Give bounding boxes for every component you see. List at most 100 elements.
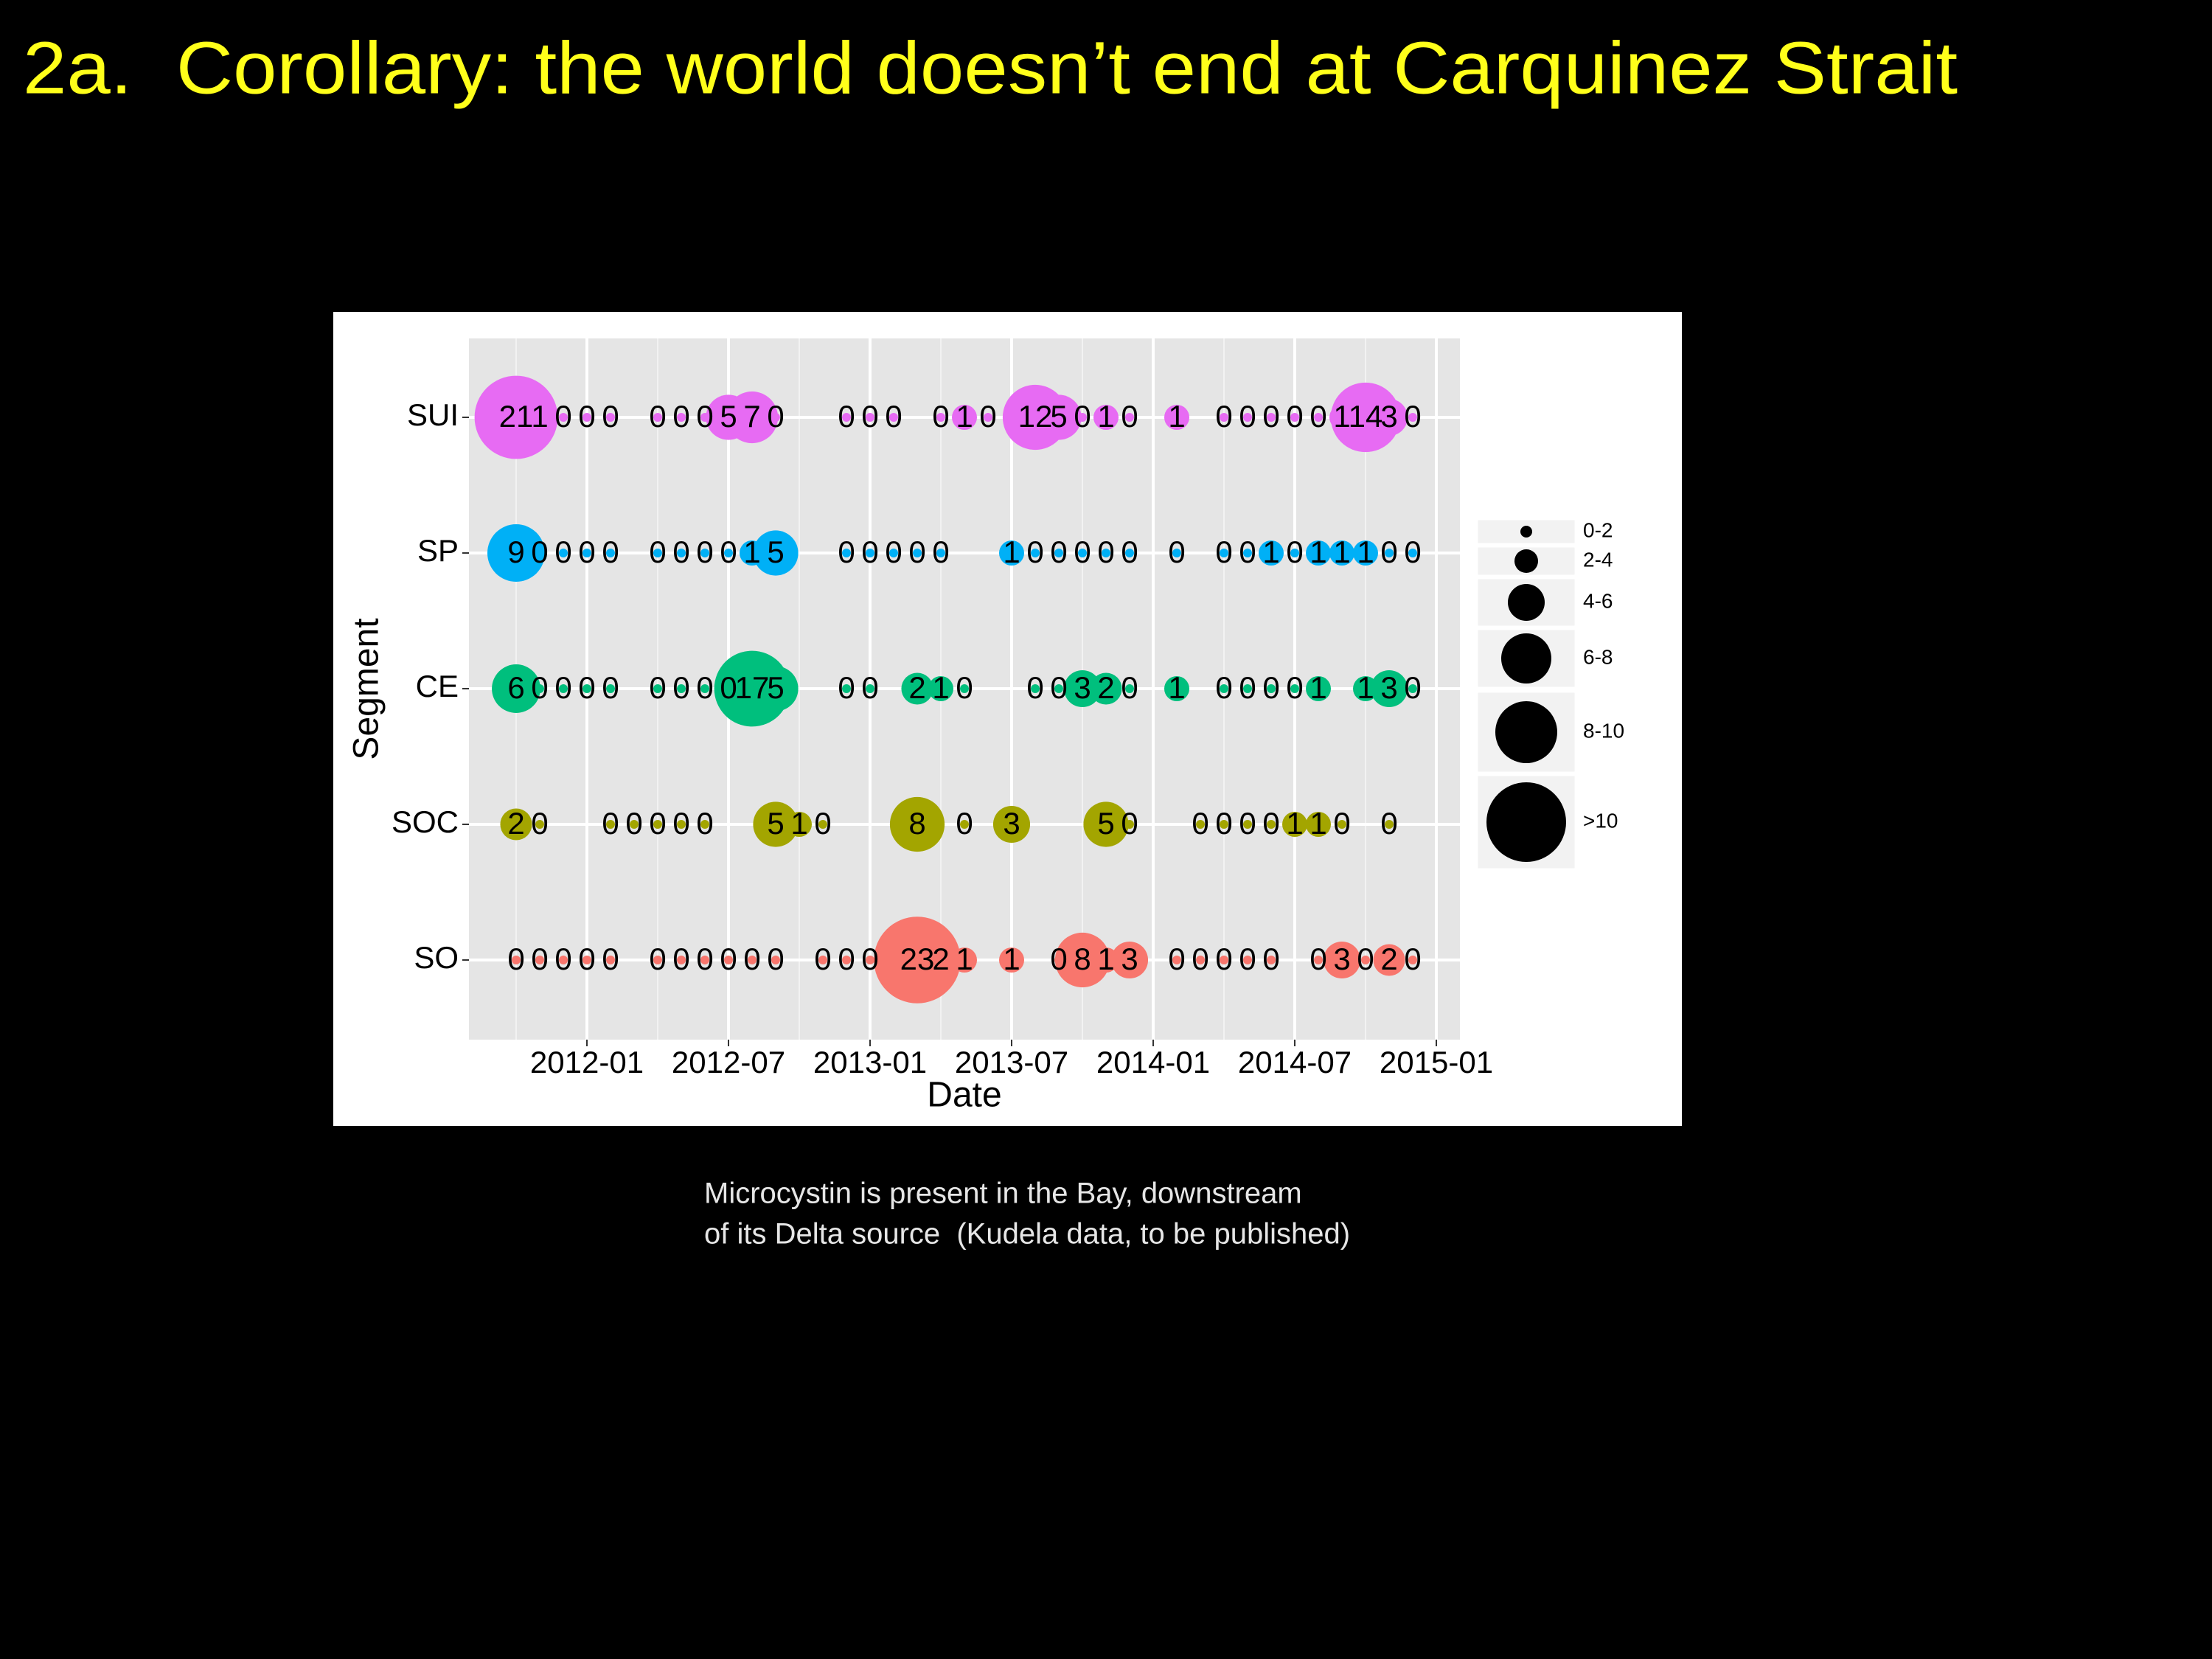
bubble [1408, 956, 1417, 964]
value-label: 0 [602, 399, 619, 434]
value-label: 0 [602, 806, 619, 841]
value-label: 0 [908, 535, 925, 569]
bubble [842, 413, 851, 422]
bubble [866, 684, 874, 693]
value-label: 0 [672, 535, 689, 569]
value-label: 0 [1026, 535, 1043, 569]
value-label: 0 [1121, 535, 1138, 569]
value-label: 0 [1404, 942, 1421, 976]
value-label: 0 [956, 806, 973, 841]
value-label: 0 [1121, 399, 1138, 434]
value-label: 0 [932, 535, 949, 569]
bubble [630, 820, 639, 829]
bubble [535, 549, 544, 557]
bubble [1054, 549, 1063, 557]
value-label: 0 [649, 942, 666, 976]
value-label: 0 [1239, 399, 1256, 434]
value-label: 8 [1074, 942, 1091, 976]
value-label: 0 [838, 399, 855, 434]
bubble [1078, 413, 1087, 422]
value-label: 1 [1357, 670, 1374, 705]
bubble [1083, 801, 1129, 847]
bubble [606, 820, 615, 829]
bubble [677, 549, 686, 557]
bubble [606, 413, 615, 422]
value-label: 0 [1026, 670, 1043, 705]
bubble [984, 413, 992, 422]
value-label: 0 [1380, 806, 1397, 841]
bubble [1259, 540, 1284, 566]
bubble [1054, 932, 1110, 988]
bubble [1267, 820, 1276, 829]
value-label: 0 [672, 399, 689, 434]
bubble [1353, 540, 1378, 566]
value-label: 0 [838, 670, 855, 705]
legend-symbol [1495, 701, 1557, 763]
bubble [999, 947, 1024, 973]
bubble [559, 956, 568, 964]
bubble [787, 812, 812, 837]
bubble [1306, 812, 1331, 837]
bubble [653, 820, 662, 829]
value-label: 0 [1074, 535, 1091, 569]
bubble [724, 956, 733, 964]
bubble [952, 947, 977, 973]
value-label: 0 [1404, 670, 1421, 705]
bubble [928, 676, 953, 701]
value-label: 1 [743, 535, 760, 569]
bubble [1306, 540, 1331, 566]
value-label: 0 [672, 942, 689, 976]
bubble [1220, 820, 1228, 829]
value-label: 5 [720, 399, 737, 434]
bubble [535, 956, 544, 964]
value-label: 1 [1310, 670, 1326, 705]
value-label: 0 [838, 942, 855, 976]
bubble [1267, 956, 1276, 964]
value-label: 1 [1310, 535, 1326, 569]
value-label: 1 [1286, 806, 1303, 841]
value-label: 0 [1074, 399, 1091, 434]
bubble [1408, 413, 1417, 422]
value-label: 0 [1050, 535, 1067, 569]
bubble [582, 684, 591, 693]
value-label: 0 [696, 670, 713, 705]
value-label: 0 [1310, 942, 1326, 976]
x-tick-label: 2012-07 [672, 1045, 785, 1079]
value-label: 0 [1404, 535, 1421, 569]
value-label: 0 [1121, 806, 1138, 841]
value-label: 2 [507, 806, 524, 841]
bubble [512, 956, 521, 964]
value-label: 0 [861, 535, 878, 569]
bubble [1282, 812, 1307, 837]
bubble [925, 944, 957, 976]
bubble [999, 540, 1024, 566]
x-axis-title: Date [927, 1076, 1001, 1115]
value-label: 0 [554, 670, 571, 705]
value-label: 2 [1380, 942, 1397, 976]
value-label: 0 [1239, 806, 1256, 841]
value-label: 1 [1097, 399, 1114, 434]
legend-label: 8-10 [1583, 719, 1624, 742]
bubble [1125, 549, 1134, 557]
value-label: 5 [1050, 399, 1067, 434]
value-label: 1 [932, 670, 949, 705]
bubble [700, 684, 709, 693]
value-label: 0 [625, 806, 642, 841]
bubble [606, 956, 615, 964]
value-label: 0 [531, 942, 548, 976]
value-label: 3 [1003, 806, 1020, 841]
bubble [653, 684, 662, 693]
value-label: 0 [1357, 942, 1374, 976]
value-label: 0 [554, 399, 571, 434]
value-label: 0 [696, 535, 713, 569]
x-tick-label: 2014-01 [1096, 1045, 1210, 1079]
value-label: 0 [1239, 670, 1256, 705]
caption-line: Microcystin is present in the Bay, downs… [704, 1178, 1302, 1210]
value-label: 0 [1097, 535, 1114, 569]
bubble [818, 956, 827, 964]
value-label: 0 [1215, 670, 1232, 705]
bubble [1243, 820, 1252, 829]
bubble [1290, 549, 1299, 557]
value-label: 0 [1050, 942, 1067, 976]
value-label: 0 [1262, 670, 1279, 705]
